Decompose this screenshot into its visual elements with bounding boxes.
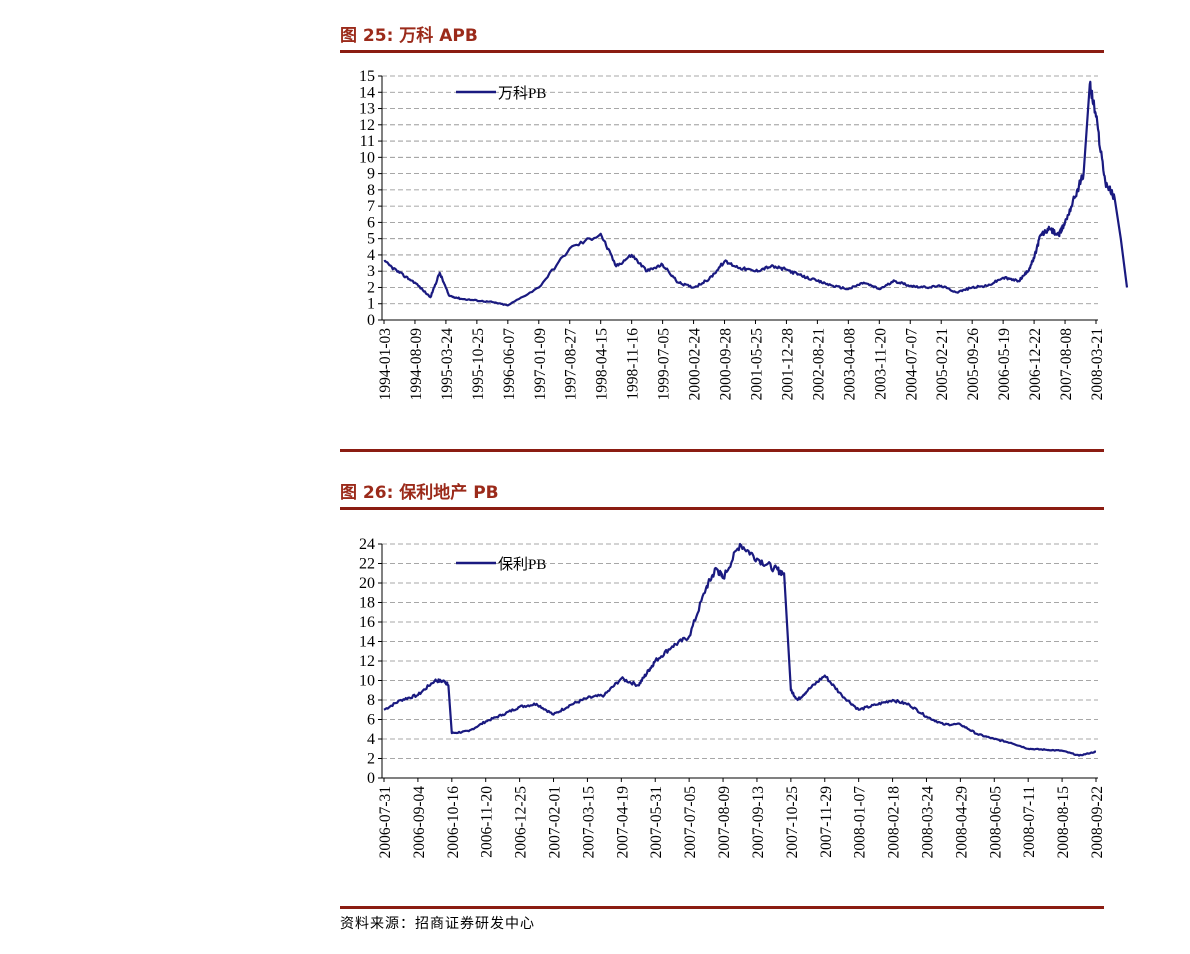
y-tick-label: 11 [360, 133, 375, 150]
x-tick-label: 2006-09-04 [411, 786, 428, 859]
y-tick-label: 2 [367, 279, 375, 296]
legend-label: 保利PB [498, 556, 546, 573]
y-tick-label: 10 [359, 149, 375, 166]
legend-label: 万科PB [498, 85, 546, 102]
x-tick-label: 1997-01-09 [532, 328, 549, 401]
x-tick-label: 2005-02-21 [934, 328, 951, 400]
x-tick-label: 2006-05-19 [996, 328, 1013, 401]
y-tick-label: 12 [359, 117, 375, 134]
y-tick-label: 6 [367, 214, 375, 231]
figure-26-title: 图 26: 保利地产 PB [340, 483, 499, 503]
x-tick-label: 2008-07-11 [1021, 786, 1038, 858]
x-tick-label: 1995-03-24 [439, 328, 456, 401]
x-tick-label: 2007-11-29 [818, 786, 835, 858]
x-tick-label: 2008-02-18 [886, 786, 903, 859]
y-tick-label: 0 [367, 312, 375, 329]
x-tick-label: 2003-04-08 [841, 328, 858, 401]
x-tick-label: 2006-10-16 [445, 786, 462, 859]
x-tick-label: 2007-08-08 [1058, 328, 1075, 401]
y-tick-label: 13 [359, 101, 375, 118]
y-tick-label: 2 [367, 751, 375, 768]
title-rule [340, 507, 1104, 510]
figure-bottom-rule [340, 449, 1104, 452]
x-tick-label: 2008-01-07 [852, 786, 869, 859]
x-tick-label: 1996-06-07 [501, 328, 518, 401]
x-tick-label: 2007-08-09 [716, 786, 733, 859]
y-tick-label: 14 [359, 84, 375, 101]
y-tick-label: 15 [359, 68, 375, 85]
y-tick-label: 22 [359, 556, 375, 573]
y-tick-label: 4 [367, 247, 375, 264]
x-tick-label: 2003-11-20 [872, 328, 889, 400]
x-tick-label: 1995-10-25 [470, 328, 487, 401]
y-tick-label: 0 [367, 770, 375, 787]
series-line-万科PB [383, 80, 1129, 307]
x-tick-label: 2004-07-07 [903, 328, 920, 401]
x-tick-label: 2008-03-24 [919, 786, 936, 859]
x-tick-label: 2007-10-25 [784, 786, 801, 859]
x-tick-label: 2002-08-21 [810, 328, 827, 400]
x-tick-label: 2007-02-01 [547, 786, 564, 858]
x-tick-label: 2001-05-25 [748, 328, 765, 401]
y-tick-label: 16 [359, 614, 375, 631]
title-rule [340, 50, 1104, 53]
x-tick-label: 2008-03-21 [1089, 328, 1106, 400]
x-tick-label: 2005-09-26 [965, 328, 982, 401]
y-tick-label: 14 [359, 634, 375, 651]
y-tick-label: 8 [367, 692, 375, 709]
x-tick-label: 2007-03-15 [580, 786, 597, 859]
x-tick-label: 2006-12-22 [1027, 328, 1044, 400]
series-line-保利PB [383, 542, 1097, 757]
x-tick-label: 2000-09-28 [718, 328, 735, 401]
figure-25-title: 图 25: 万科 APB [340, 26, 478, 46]
source-note: 资料来源：招商证券研发中心 [340, 916, 535, 932]
y-tick-label: 12 [359, 653, 375, 670]
x-tick-label: 2006-11-20 [479, 786, 496, 858]
x-tick-label: 1999-07-05 [656, 328, 673, 401]
x-tick-label: 2008-04-29 [953, 786, 970, 859]
y-tick-label: 9 [367, 166, 375, 183]
y-tick-label: 10 [359, 673, 375, 690]
y-tick-label: 4 [367, 731, 375, 748]
y-tick-label: 20 [359, 575, 375, 592]
x-tick-label: 2006-12-25 [513, 786, 530, 859]
x-tick-label: 1997-08-27 [563, 328, 580, 401]
x-tick-label: 2007-09-13 [750, 786, 767, 859]
x-tick-label: 1998-04-15 [594, 328, 611, 401]
y-tick-label: 1 [367, 296, 375, 313]
y-tick-label: 8 [367, 182, 375, 199]
x-tick-label: 2007-04-19 [614, 786, 631, 859]
x-tick-label: 1994-01-03 [377, 328, 394, 401]
x-tick-label: 2007-05-31 [648, 786, 665, 858]
x-tick-label: 2000-02-24 [687, 328, 704, 401]
y-tick-label: 24 [359, 536, 375, 553]
x-tick-label: 1998-11-16 [625, 328, 642, 400]
x-tick-label: 2008-06-05 [987, 786, 1004, 859]
x-tick-label: 2006-07-31 [377, 786, 394, 858]
y-tick-label: 5 [367, 231, 375, 248]
x-tick-label: 2008-08-15 [1055, 786, 1072, 859]
y-tick-label: 7 [367, 198, 375, 215]
y-tick-label: 6 [367, 712, 375, 729]
x-tick-label: 2001-12-28 [779, 328, 796, 401]
x-tick-label: 2007-07-05 [682, 786, 699, 859]
x-tick-label: 1994-08-09 [408, 328, 425, 401]
x-tick-label: 2008-09-22 [1089, 786, 1106, 858]
y-tick-label: 18 [359, 595, 375, 612]
figure-bottom-rule [340, 906, 1104, 909]
y-tick-label: 3 [367, 263, 375, 280]
